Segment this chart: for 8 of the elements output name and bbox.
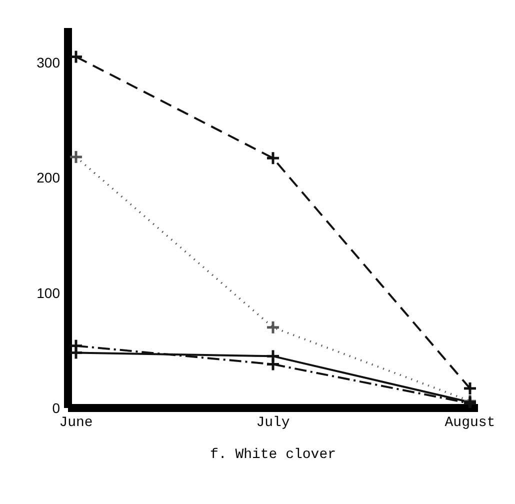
y-tick-label: 200 <box>36 170 60 186</box>
x-axis-title: f. White clover <box>210 447 336 463</box>
y-tick-label: 100 <box>36 284 60 301</box>
x-tick-label: July <box>256 414 290 431</box>
x-tick-label: June <box>59 414 93 431</box>
y-tick-label: 300 <box>36 54 60 71</box>
x-tick-label: August <box>444 414 496 431</box>
y-tick-label: 0 <box>52 400 60 416</box>
